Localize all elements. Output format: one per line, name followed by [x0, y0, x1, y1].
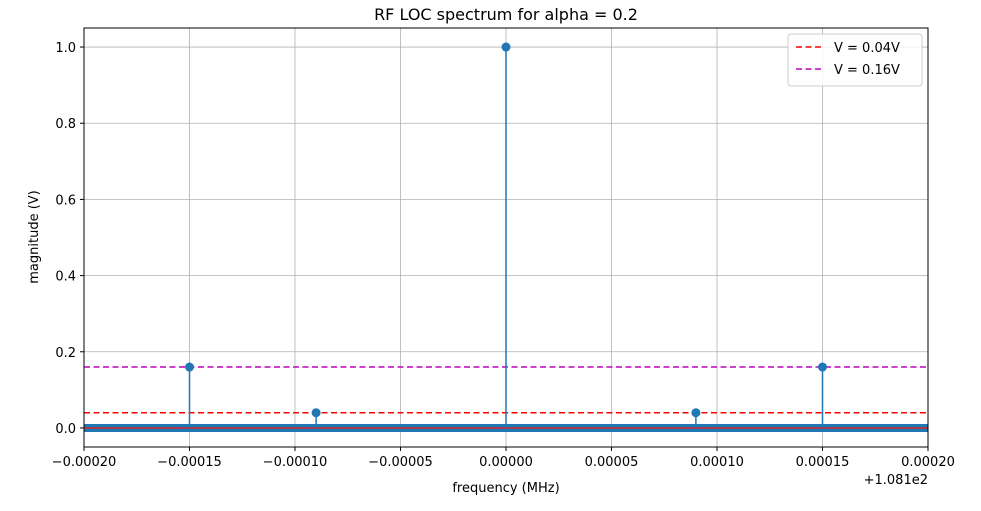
stem-marker	[818, 362, 827, 372]
y-tick-label: 0.8	[55, 117, 76, 132]
x-tick-label: −0.00020	[52, 455, 117, 470]
x-tick-label: 0.00010	[690, 455, 744, 470]
y-tick-label: 0.2	[55, 346, 76, 361]
stem-series	[185, 42, 827, 428]
x-axis-label: frequency (MHz)	[452, 481, 559, 496]
x-tick-label: 0.00005	[585, 455, 639, 470]
legend-entry-label: V = 0.04V	[834, 41, 900, 56]
x-tick-label: −0.00005	[368, 455, 433, 470]
x-tick-label: 0.00020	[901, 455, 955, 470]
x-tick-label: −0.00010	[263, 455, 328, 470]
legend-entry-label: V = 0.16V	[834, 63, 900, 78]
stem-marker	[501, 42, 511, 52]
y-tick-label: 0.4	[55, 270, 76, 285]
legend: V = 0.04V V = 0.16V	[787, 33, 923, 87]
y-tick-label: 1.0	[55, 41, 76, 56]
legend-box	[787, 33, 923, 87]
x-tick-label: 0.00015	[796, 455, 850, 470]
x-axis-offset-label: +1.081e2	[864, 473, 928, 488]
y-tick-label: 0.0	[55, 422, 76, 437]
y-tick-label: 0.6	[55, 193, 76, 208]
y-axis-ticks: 0.0 0.2 0.4 0.6 0.8 1.0	[55, 41, 84, 437]
stem-marker	[185, 362, 194, 372]
x-tick-label: 0.00000	[479, 455, 533, 470]
x-tick-label: −0.00015	[157, 455, 222, 470]
x-axis-ticks: −0.00020 −0.00015 −0.00010 −0.00005 0.00000 0…	[52, 447, 955, 470]
y-axis-label: magnitude (V)	[27, 190, 42, 284]
chart-title: RF LOC spectrum for alpha = 0.2	[374, 5, 638, 24]
stem-marker	[311, 408, 321, 418]
stem-marker	[691, 408, 701, 418]
